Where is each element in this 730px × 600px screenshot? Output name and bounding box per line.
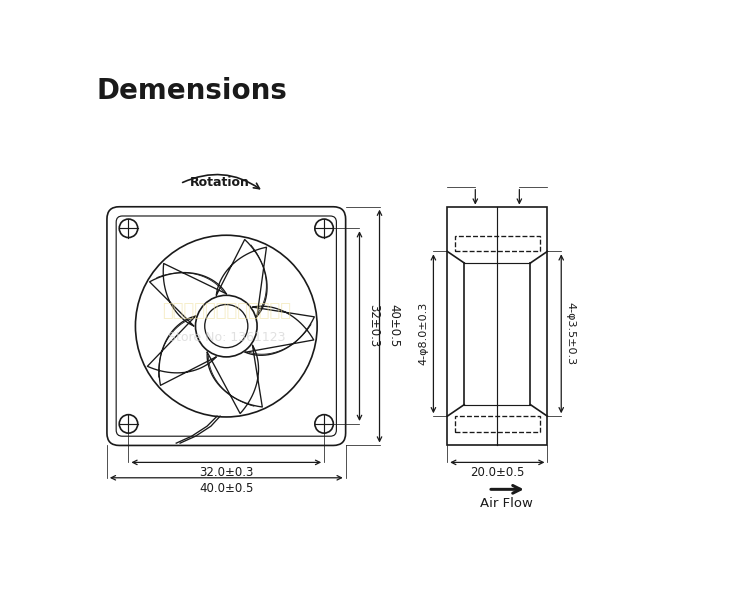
Bar — [455, 236, 539, 251]
Text: 40.0±0.5: 40.0±0.5 — [199, 482, 253, 494]
Text: Air Flow: Air Flow — [480, 497, 533, 510]
Bar — [455, 416, 539, 431]
Text: Store No: 1361123: Store No: 1361123 — [167, 331, 285, 344]
Text: 4-φ8.0±0.3: 4-φ8.0±0.3 — [419, 302, 429, 365]
Text: 杭州皇达电子科技有限公司: 杭州皇达电子科技有限公司 — [162, 302, 291, 320]
Text: Demensions: Demensions — [97, 77, 288, 106]
Text: 40±0.5: 40±0.5 — [387, 304, 400, 348]
Text: 4-φ3.5±0.3: 4-φ3.5±0.3 — [566, 302, 576, 365]
Text: 32.0±0.3: 32.0±0.3 — [199, 466, 253, 479]
Text: 20.0±0.5: 20.0±0.5 — [470, 466, 525, 479]
Bar — [447, 207, 548, 445]
Text: Rotation: Rotation — [191, 176, 250, 189]
Text: 32±0.3: 32±0.3 — [367, 304, 380, 348]
